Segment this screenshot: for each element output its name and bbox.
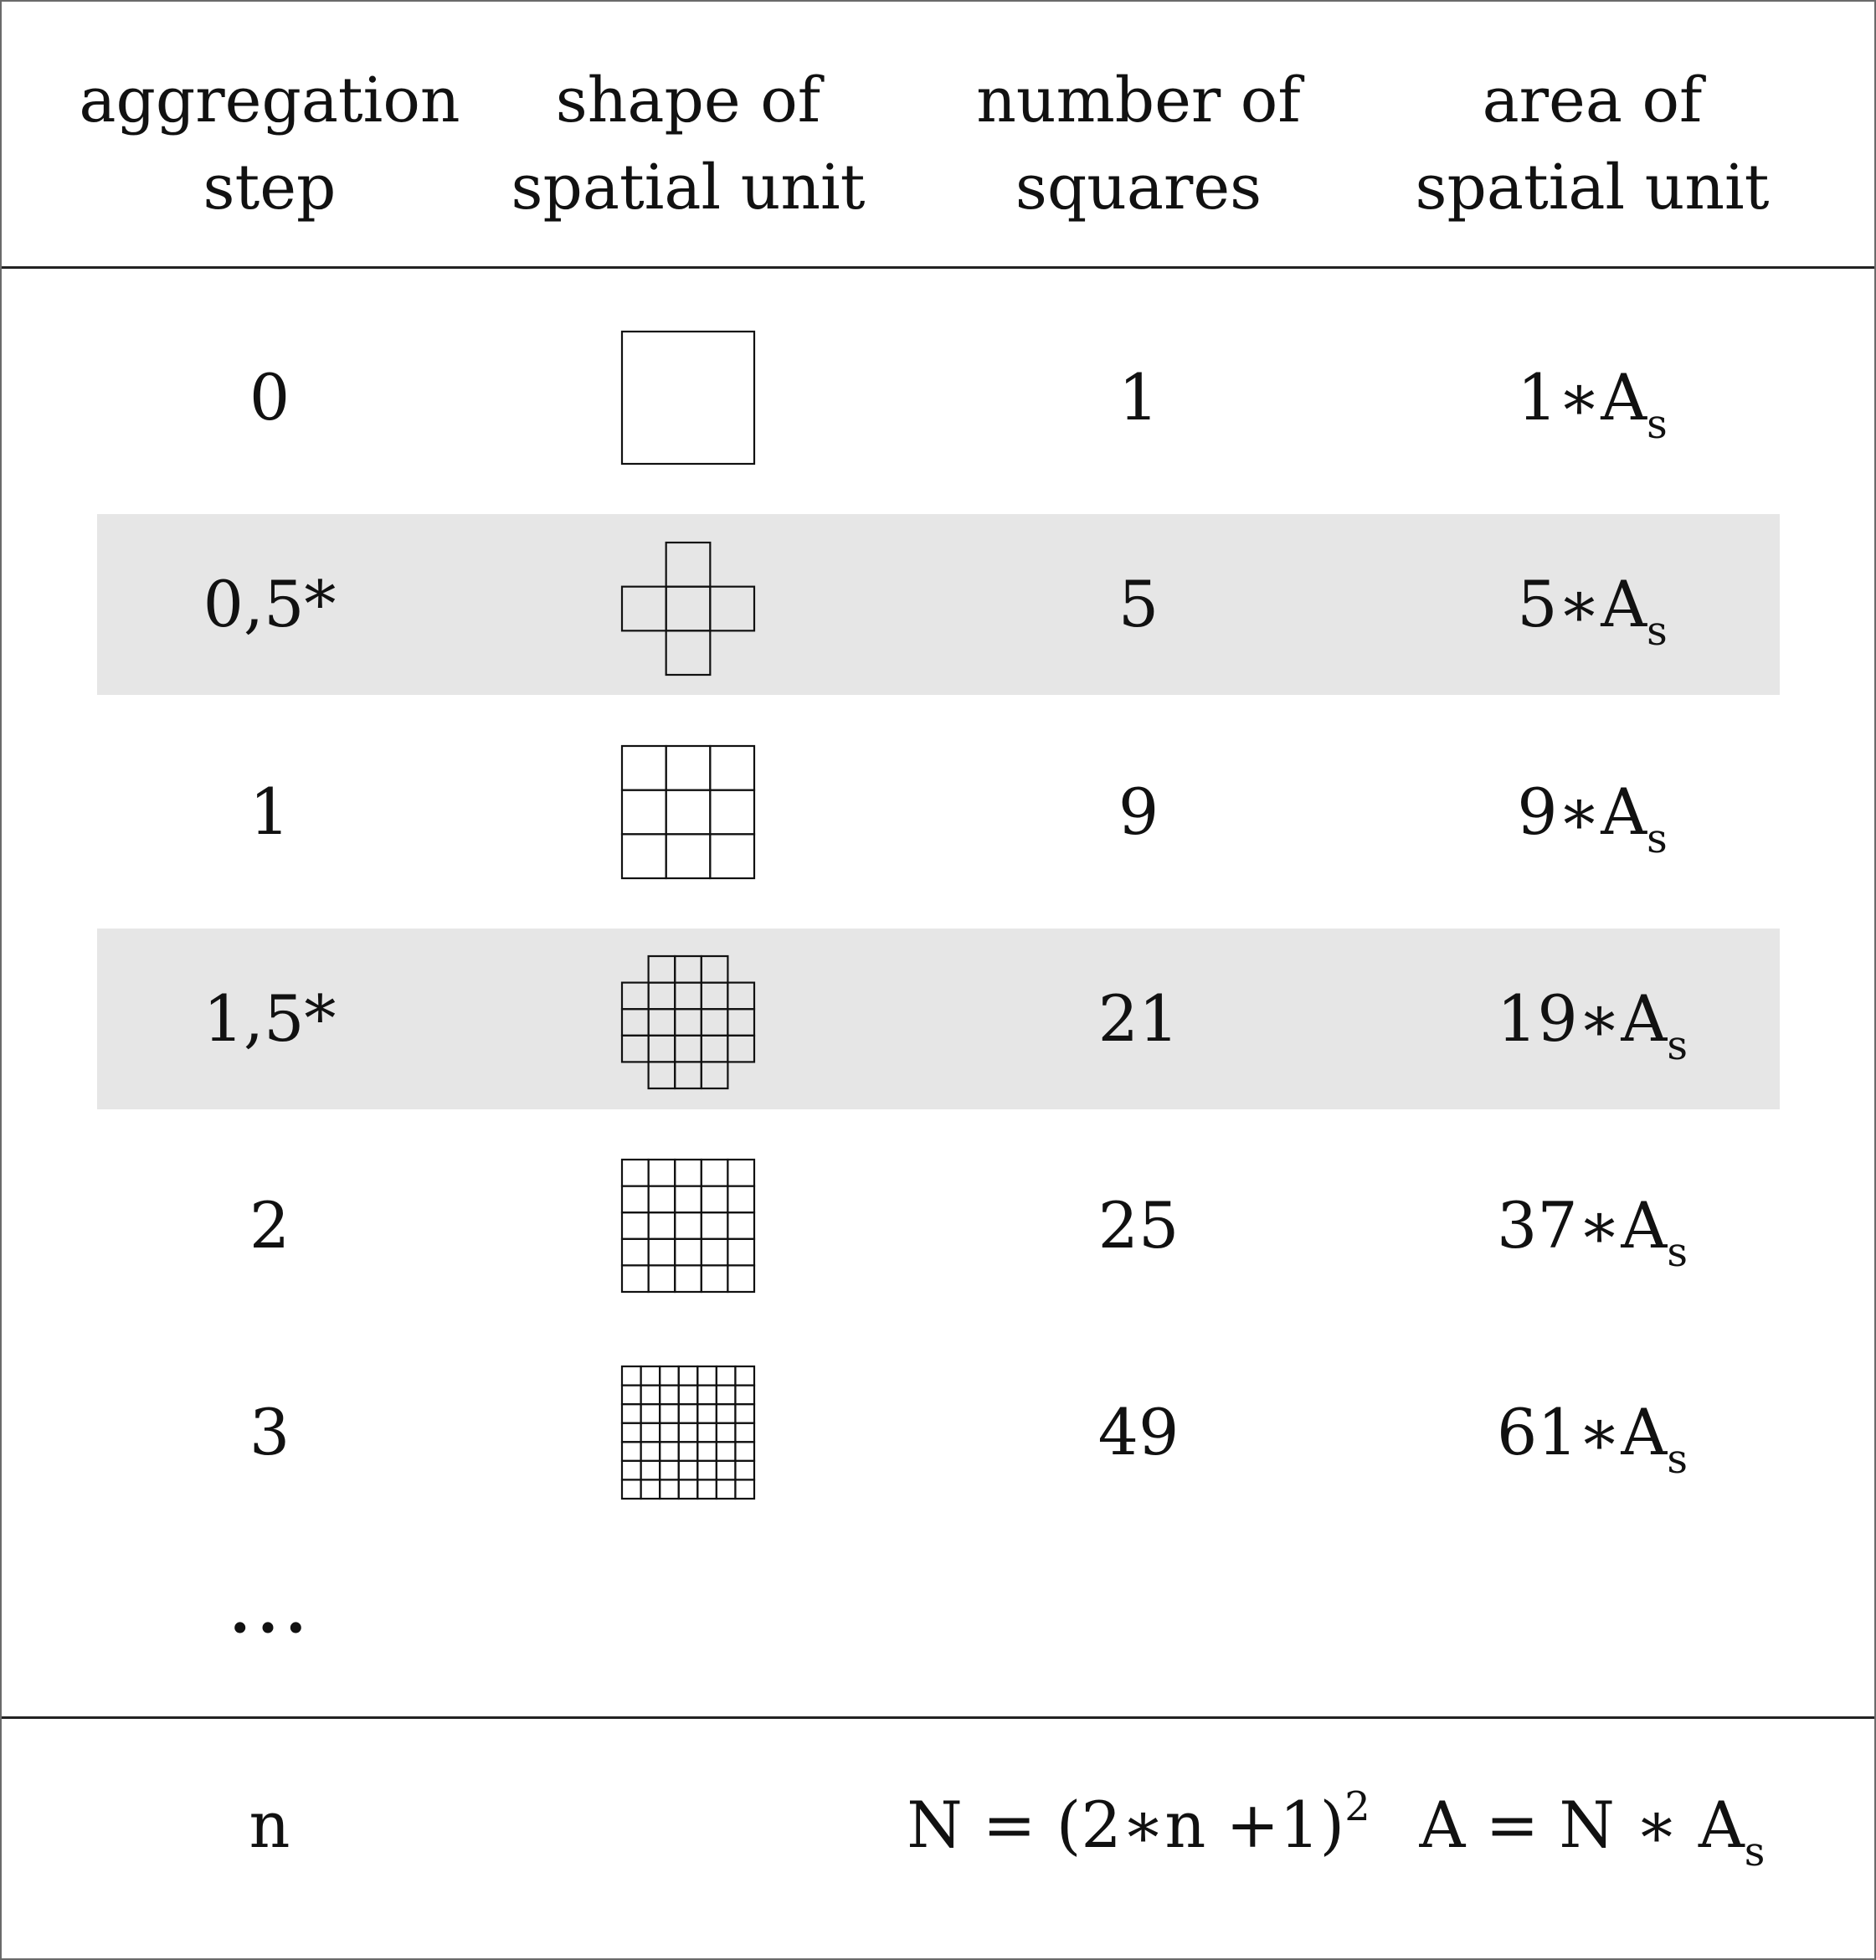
highlight-band-row-4 <box>97 929 1780 1109</box>
ellipsis: … <box>226 1554 313 1652</box>
row-1-step: 0,5* <box>203 567 337 641</box>
header-area: area of spatial unit <box>1415 64 1770 224</box>
footer-divider <box>2 1716 1874 1719</box>
area-symbol: ∗A <box>1557 774 1647 849</box>
row-3-number-of-squares: 21 <box>1097 981 1180 1056</box>
area-symbol: ∗A <box>1577 981 1668 1056</box>
row-0-area: 1∗As <box>1341 360 1843 448</box>
area-subscript: s <box>1667 1436 1688 1483</box>
row-3-shape-octagon-21 <box>620 954 756 1090</box>
area-symbol: ∗A <box>1577 1188 1668 1263</box>
row-4-step: 2 <box>249 1188 290 1263</box>
area-coefficient: 37 <box>1497 1188 1578 1263</box>
row-4-shape-grid-5x5 <box>620 1158 756 1294</box>
formula-step: n <box>249 1788 290 1862</box>
row-1-area: 5∗As <box>1341 567 1843 655</box>
area-symbol: ∗A <box>1557 567 1647 641</box>
row-4-area: 37∗As <box>1341 1188 1843 1276</box>
row-5-number-of-squares: 49 <box>1097 1395 1180 1469</box>
shape-diagram <box>620 330 756 466</box>
formula-number-of-squares: N = (2∗n +1)2 <box>907 1783 1370 1862</box>
header-aggregation-step: aggregation step <box>79 64 460 224</box>
row-2-area: 9∗As <box>1341 774 1843 862</box>
shape-diagram <box>620 541 756 676</box>
row-1-shape-cross-5 <box>620 541 756 676</box>
row-0-number-of-squares: 1 <box>1118 360 1159 435</box>
row-2-step: 1 <box>249 774 290 849</box>
area-symbol: ∗A <box>1557 360 1647 435</box>
area-coefficient: 61 <box>1497 1395 1578 1469</box>
header-shape: shape of spatial unit <box>511 64 866 224</box>
formula-area: A = N ∗ As <box>1419 1788 1765 1875</box>
row-1-number-of-squares: 5 <box>1118 567 1159 641</box>
header-number-of-squares: number of squares <box>976 64 1301 224</box>
row-2-number-of-squares: 9 <box>1118 774 1159 849</box>
shape-diagram <box>620 744 756 880</box>
row-3-step: 1,5* <box>203 981 337 1056</box>
area-coefficient: 5 <box>1517 567 1558 641</box>
area-subscript: s <box>1667 1229 1688 1276</box>
area-subscript: s <box>1647 815 1668 862</box>
row-0-step: 0 <box>249 360 290 435</box>
shape-diagram <box>620 1158 756 1294</box>
area-subscript: s <box>1667 1022 1688 1069</box>
row-5-step: 3 <box>249 1395 290 1469</box>
row-4-number-of-squares: 25 <box>1097 1188 1180 1263</box>
shape-diagram <box>620 954 756 1090</box>
row-3-area: 19∗As <box>1341 981 1843 1069</box>
row-5-shape-grid-7x7 <box>620 1365 756 1500</box>
area-coefficient: 9 <box>1517 774 1558 849</box>
row-0-shape-square-1x1 <box>620 330 756 466</box>
area-subscript: s <box>1647 401 1668 448</box>
area-symbol: ∗A <box>1577 1395 1668 1469</box>
row-5-area: 61∗As <box>1341 1395 1843 1483</box>
header-divider <box>2 266 1874 269</box>
area-subscript: s <box>1647 608 1668 655</box>
highlight-band-row-2 <box>97 514 1780 695</box>
area-coefficient: 19 <box>1497 981 1578 1056</box>
area-coefficient: 1 <box>1517 360 1558 435</box>
row-2-shape-grid-3x3 <box>620 744 756 880</box>
shape-diagram <box>620 1365 756 1500</box>
